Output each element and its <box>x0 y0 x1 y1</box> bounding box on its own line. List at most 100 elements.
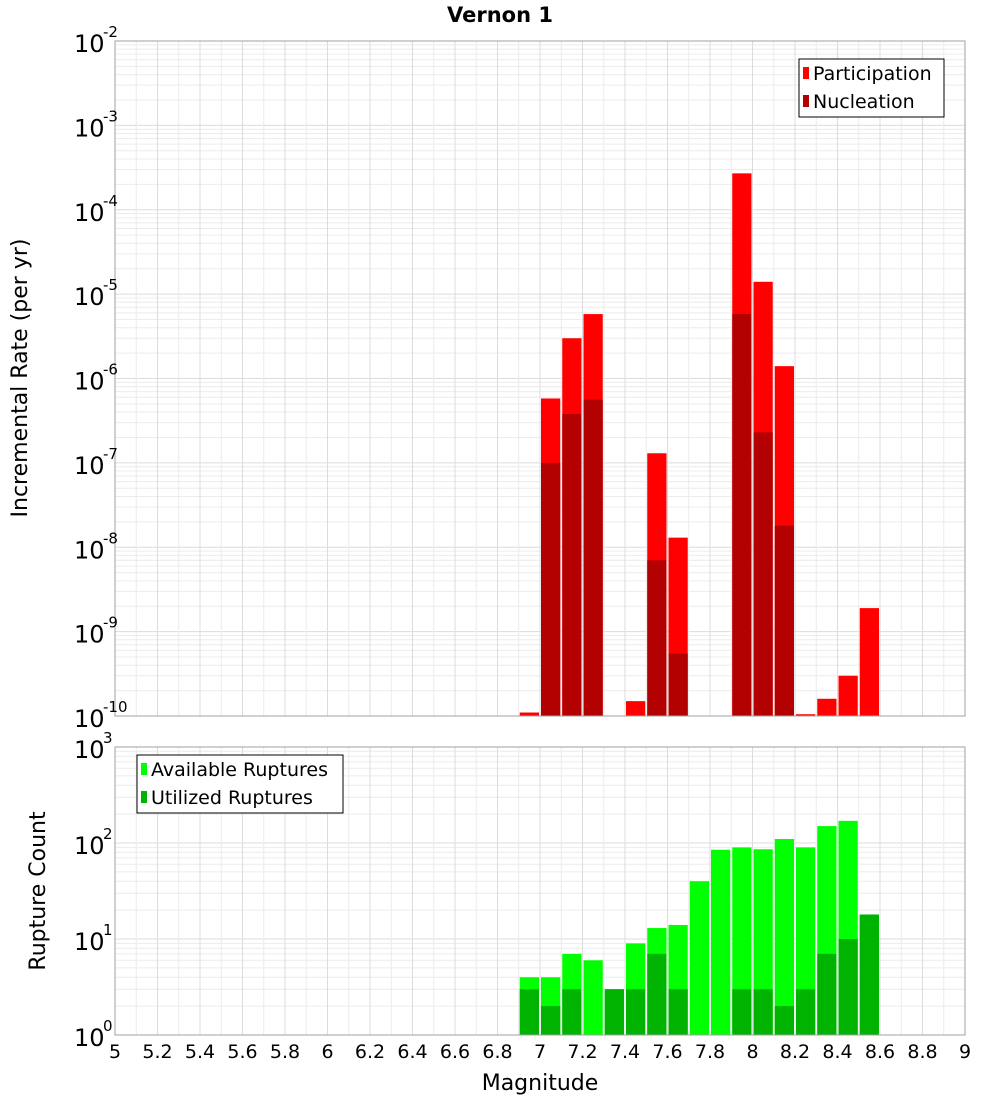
bar <box>583 960 603 1035</box>
bar <box>753 989 773 1035</box>
x-tick-label: 7.2 <box>567 1041 597 1063</box>
count-panel-legend: Available Ruptures Utilized Ruptures <box>136 754 344 814</box>
bar <box>519 989 539 1035</box>
y-tick-label: 10 <box>74 283 105 311</box>
bar <box>796 714 816 716</box>
legend-box <box>136 754 344 814</box>
y-tick-label: 10 <box>74 705 105 733</box>
y-tick-label: 10 <box>74 452 105 480</box>
legend-swatch <box>803 95 809 107</box>
series-utilized-ruptures <box>519 914 879 1035</box>
bar <box>732 314 752 716</box>
x-tick-label: 5.8 <box>270 1041 300 1063</box>
x-axis-label: Magnitude <box>482 1071 599 1096</box>
bar <box>668 653 688 716</box>
y-tick-label: 10 <box>74 928 105 956</box>
y-tick-exponent: 1 <box>103 921 113 939</box>
x-tick-label: 6.6 <box>440 1041 470 1063</box>
y-tick-exponent: -4 <box>103 192 118 210</box>
y-tick-label: 10 <box>74 536 105 564</box>
x-axis-ticks: 5 5.2 5.4 5.6 5.8 6 6.2 6.4 6.6 6.8 7 7.2 7.4 7.6 7.8 8… <box>109 1041 971 1063</box>
count-y-axis-label: Rupture Count <box>26 811 51 971</box>
bar <box>796 989 816 1035</box>
bar <box>541 462 561 716</box>
rate-panel-grid <box>114 41 966 717</box>
x-tick-label: 8.4 <box>822 1041 852 1063</box>
bar <box>626 989 646 1035</box>
x-tick-label: 7.4 <box>610 1041 640 1063</box>
y-tick-exponent: -3 <box>103 107 118 125</box>
bar <box>647 560 667 716</box>
bar <box>668 989 688 1035</box>
x-tick-label: 8.6 <box>865 1041 895 1063</box>
x-tick-label: 8.8 <box>907 1041 937 1063</box>
x-tick-label: 6.4 <box>397 1041 427 1063</box>
x-tick-label: 9 <box>959 1041 971 1063</box>
x-tick-label: 8.2 <box>780 1041 810 1063</box>
bar <box>541 1006 561 1035</box>
bar <box>732 847 752 1035</box>
rate-y-axis-label: Incremental Rate (per yr) <box>8 239 33 518</box>
y-tick-exponent: -9 <box>103 614 118 632</box>
plot-frame <box>114 746 966 1036</box>
x-tick-label: 7.6 <box>652 1041 682 1063</box>
chart-title: Vernon 1 <box>447 3 553 27</box>
x-tick-label: 6 <box>321 1041 333 1063</box>
legend-swatch <box>803 67 809 79</box>
legend-swatch <box>141 763 147 775</box>
y-tick-label: 10 <box>74 736 105 764</box>
plot-frame <box>114 40 966 717</box>
legend-label: Available Ruptures <box>151 759 328 781</box>
y-tick-label: 10 <box>74 621 105 649</box>
x-tick-label: 5 <box>109 1041 121 1063</box>
y-tick-label: 10 <box>74 1024 105 1052</box>
legend-label: Participation <box>813 63 932 85</box>
x-tick-label: 5.2 <box>142 1041 172 1063</box>
y-tick-exponent: -6 <box>103 361 118 379</box>
legend-label: Utilized Ruptures <box>151 787 313 809</box>
bar <box>774 525 794 716</box>
bar <box>562 989 582 1035</box>
x-tick-label: 6.2 <box>355 1041 385 1063</box>
bar <box>753 432 773 716</box>
y-tick-label: 10 <box>74 368 105 396</box>
legend-box <box>798 58 945 118</box>
rate-panel-legend: Participation Nucleation <box>798 58 945 118</box>
legend-label: Nucleation <box>813 91 915 113</box>
bar <box>626 701 646 716</box>
bar <box>796 847 816 1035</box>
y-tick-label: 10 <box>74 832 105 860</box>
bar <box>753 849 773 1035</box>
x-tick-label: 7.8 <box>695 1041 725 1063</box>
y-tick-exponent: -2 <box>103 23 118 41</box>
x-tick-label: 5.6 <box>227 1041 257 1063</box>
bar <box>774 839 794 1035</box>
x-tick-label: 7 <box>534 1041 546 1063</box>
y-tick-exponent: -10 <box>103 698 128 716</box>
x-tick-label: 8 <box>746 1041 758 1063</box>
y-tick-exponent: -5 <box>103 276 118 294</box>
bar <box>838 939 858 1035</box>
bar <box>817 953 837 1035</box>
count-panel-grid <box>114 747 966 1036</box>
legend-swatch <box>141 791 147 803</box>
y-tick-exponent: 3 <box>103 729 113 747</box>
y-tick-exponent: -7 <box>103 445 118 463</box>
y-tick-label: 10 <box>74 199 105 227</box>
bar <box>711 849 731 1035</box>
bar <box>838 675 858 716</box>
y-tick-exponent: -8 <box>103 529 118 547</box>
y-tick-exponent: 0 <box>103 1017 113 1035</box>
count-panel-bars <box>519 820 879 1035</box>
bar <box>689 881 709 1035</box>
bar <box>583 399 603 716</box>
rate-panel-bars <box>519 173 879 716</box>
bar <box>859 608 879 716</box>
y-tick-exponent: 2 <box>103 825 113 843</box>
bar <box>519 712 539 716</box>
bar <box>562 413 582 716</box>
